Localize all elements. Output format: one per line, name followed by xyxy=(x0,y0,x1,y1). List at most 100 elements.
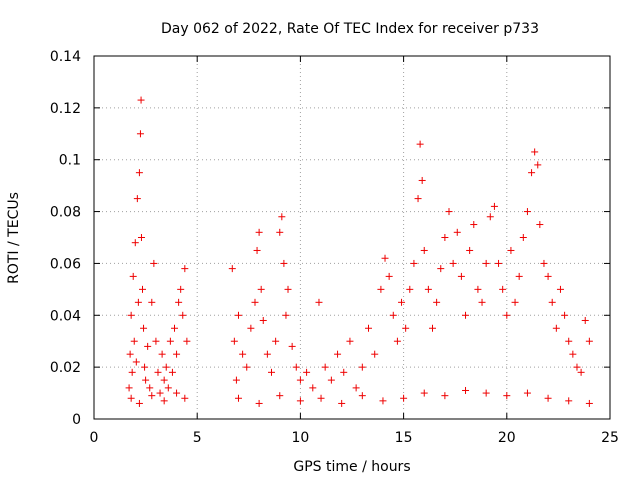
data-point xyxy=(253,246,261,254)
data-point xyxy=(381,254,389,262)
data-point xyxy=(424,285,432,293)
data-point xyxy=(418,176,426,184)
data-point xyxy=(414,195,422,203)
data-point xyxy=(280,259,288,267)
data-point xyxy=(263,350,271,358)
data-point xyxy=(321,363,329,371)
data-point xyxy=(548,298,556,306)
data-point xyxy=(416,140,424,148)
data-point xyxy=(170,324,178,332)
data-point xyxy=(135,399,143,407)
data-point xyxy=(125,384,133,392)
data-point xyxy=(158,350,166,358)
data-point xyxy=(175,298,183,306)
data-point xyxy=(177,285,185,293)
data-point xyxy=(433,298,441,306)
data-point xyxy=(129,272,137,280)
y-tick-label: 0.08 xyxy=(50,205,81,221)
data-point xyxy=(389,311,397,319)
data-point xyxy=(327,376,335,384)
data-point xyxy=(453,228,461,236)
chart-title: Day 062 of 2022, Rate Of TEC Index for r… xyxy=(161,21,539,37)
data-point xyxy=(402,324,410,332)
data-point xyxy=(565,337,573,345)
y-tick-label: 0 xyxy=(72,412,81,428)
data-point xyxy=(474,285,482,293)
data-point xyxy=(420,246,428,254)
data-point xyxy=(503,311,511,319)
data-point xyxy=(137,234,145,241)
axis-ticks: 0 5 10 15 20 25 0 0.02 0.04 0.06 0.08 0.1 0.12 0.14 xyxy=(50,49,619,446)
data-point xyxy=(296,397,304,405)
data-point xyxy=(173,350,181,358)
data-point xyxy=(148,392,156,400)
data-point xyxy=(183,337,191,345)
data-point xyxy=(340,368,348,376)
data-point xyxy=(126,350,134,358)
data-point xyxy=(179,311,187,319)
data-point xyxy=(556,285,564,293)
data-point xyxy=(352,384,360,392)
data-point xyxy=(230,337,238,345)
data-point xyxy=(482,259,490,267)
data-point xyxy=(420,389,428,397)
data-point xyxy=(234,311,242,319)
data-point xyxy=(309,384,317,392)
data-point xyxy=(282,311,290,319)
data-point xyxy=(507,246,515,254)
data-point xyxy=(152,337,160,345)
x-tick-label: 25 xyxy=(601,430,619,446)
x-tick-label: 15 xyxy=(395,430,413,446)
data-point xyxy=(503,392,511,400)
data-point xyxy=(128,368,136,376)
x-axis-label: GPS time / hours xyxy=(293,459,410,475)
data-point xyxy=(544,272,552,280)
data-point xyxy=(239,350,247,358)
data-point xyxy=(581,316,589,324)
data-point xyxy=(486,213,494,221)
data-point xyxy=(437,265,445,273)
data-point xyxy=(478,298,486,306)
data-point xyxy=(406,285,414,293)
data-point xyxy=(393,337,401,345)
data-point xyxy=(365,324,373,332)
data-point xyxy=(156,389,164,397)
data-point xyxy=(317,394,325,402)
y-tick-label: 0.04 xyxy=(50,308,81,324)
data-point xyxy=(470,221,478,229)
plot-frame xyxy=(93,55,611,420)
y-tick-label: 0.14 xyxy=(50,49,81,65)
data-point xyxy=(259,316,267,324)
data-point xyxy=(457,272,465,280)
data-point xyxy=(569,350,577,358)
data-point xyxy=(441,234,449,241)
data-point xyxy=(466,246,474,254)
x-tick-label: 10 xyxy=(291,430,309,446)
x-tick-label: 0 xyxy=(90,430,99,446)
data-point xyxy=(303,368,311,376)
data-point xyxy=(251,298,259,306)
y-tick-label: 0.06 xyxy=(50,256,81,272)
data-point xyxy=(168,368,176,376)
data-point xyxy=(482,389,490,397)
data-point xyxy=(585,337,593,345)
data-point xyxy=(445,208,453,216)
data-point xyxy=(495,259,503,267)
data-point xyxy=(400,394,408,402)
data-point xyxy=(141,363,149,371)
data-point xyxy=(276,392,284,400)
data-point xyxy=(334,350,342,358)
data-point xyxy=(523,208,531,216)
data-point xyxy=(162,363,170,371)
data-point xyxy=(462,311,470,319)
data-point xyxy=(288,342,296,350)
data-point xyxy=(519,234,527,241)
y-tick-label: 0.02 xyxy=(50,360,81,376)
data-point xyxy=(449,259,457,267)
data-point xyxy=(536,221,544,229)
data-point xyxy=(234,394,242,402)
y-axis-label: ROTI / TECUs xyxy=(6,192,22,284)
data-points xyxy=(125,96,593,407)
data-point xyxy=(523,389,531,397)
data-point xyxy=(410,259,418,267)
